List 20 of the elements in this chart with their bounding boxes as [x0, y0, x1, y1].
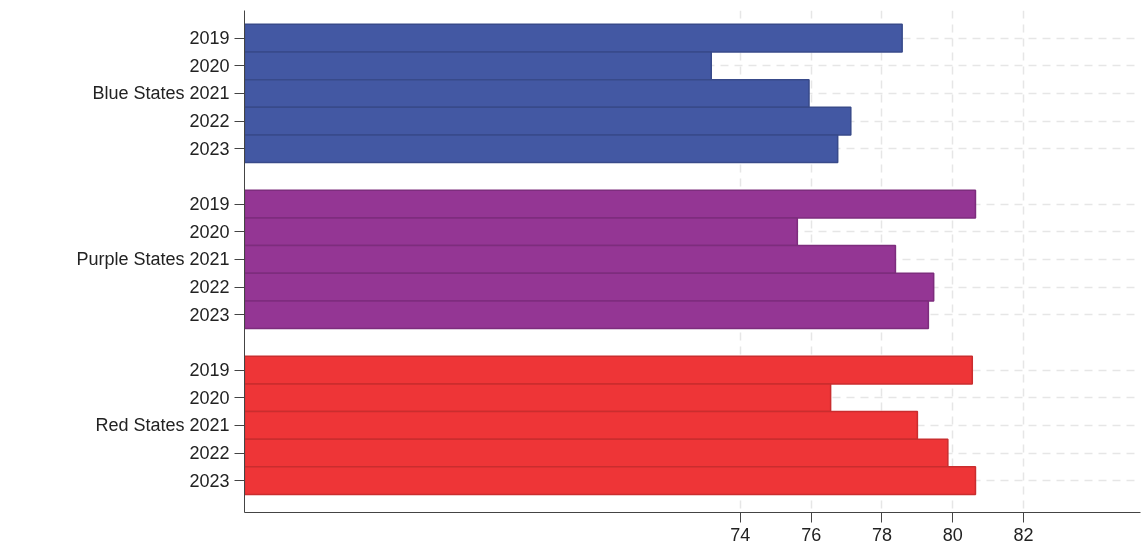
- y-tick-label: 2022: [189, 111, 230, 132]
- y-tick-label: 2022: [189, 443, 230, 464]
- y-tick-label: 2019: [189, 194, 230, 215]
- y-tick-label: 2019: [189, 28, 230, 49]
- y-tick-label: Blue States 2021: [92, 83, 230, 104]
- y-tick-label: 2019: [189, 360, 230, 381]
- x-tick-label: 82: [1013, 524, 1034, 543]
- y-tick-label: 2022: [189, 277, 230, 298]
- y-tick-label: 2020: [189, 387, 230, 408]
- y-tick-label: Red States 2021: [95, 415, 230, 436]
- y-tick-label: 2020: [189, 221, 230, 242]
- x-tick-label: 78: [871, 524, 892, 543]
- y-tick-label: 2023: [189, 138, 230, 159]
- x-tick-label: 74: [730, 524, 751, 543]
- y-tick-label: 2020: [189, 55, 230, 76]
- x-tick-label: 76: [801, 524, 822, 543]
- y-tick-label: 2023: [189, 304, 230, 325]
- x-tick-label: 80: [942, 524, 963, 543]
- y-tick-label: 2023: [189, 470, 230, 491]
- y-tick-label: Purple States 2021: [76, 249, 230, 270]
